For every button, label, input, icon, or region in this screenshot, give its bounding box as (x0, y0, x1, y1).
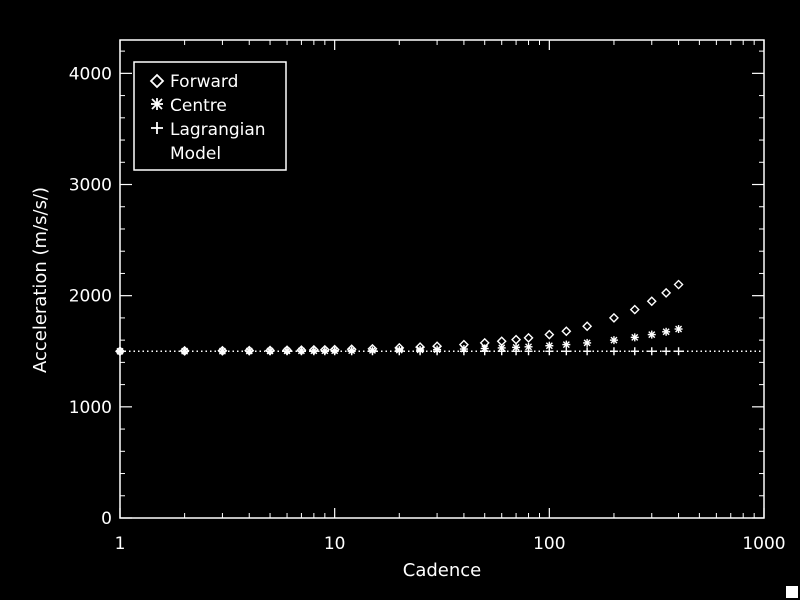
lagrangian-point (545, 347, 554, 356)
legend-item-forward: Forward (149, 72, 238, 92)
forward-point (582, 321, 593, 332)
lagrangian-point (368, 347, 377, 356)
lagrangian-point (347, 347, 356, 356)
lagrangian-point (330, 347, 339, 356)
lagrangian-point (116, 347, 124, 356)
forward-point (544, 329, 555, 340)
y-tick-label: 4000 (69, 64, 112, 84)
diamond-marker-icon (149, 73, 165, 89)
forward-point (115, 346, 125, 357)
y-tick-label: 0 (101, 509, 112, 529)
lagrangian-point (309, 347, 318, 356)
centre-point (674, 325, 683, 334)
lagrangian-point (459, 347, 468, 356)
lagrangian-point (524, 347, 533, 356)
lagrangian-point (416, 347, 425, 356)
centre-point (524, 342, 533, 351)
x-tick-label: 100 (533, 534, 565, 554)
centre-point (562, 340, 571, 349)
x-axis: 1 10 100 1000 (115, 40, 786, 554)
x-tick-label: 1000 (742, 534, 785, 554)
x-tick-label: 10 (324, 534, 346, 554)
lagrangian-point (320, 347, 329, 356)
lagrangian-point (662, 347, 671, 356)
lagrangian-point (512, 347, 521, 356)
forward-point (661, 287, 672, 298)
lagrangian-point (562, 347, 571, 356)
forward-point (673, 279, 684, 290)
lagrangian-point (583, 347, 592, 356)
centre-point (662, 327, 671, 336)
y-tick-label: 1000 (69, 398, 112, 418)
y-axis-title: Acceleration (m/s/s/) (30, 187, 51, 373)
lagrangian-point (283, 347, 292, 356)
lagrangian-point (433, 347, 442, 356)
lagrangian-point (297, 347, 306, 356)
legend-box (133, 61, 287, 171)
legend-item-model: Model (170, 144, 221, 164)
centre-point (545, 341, 554, 350)
centre-point (609, 336, 618, 345)
forward-point (629, 304, 640, 315)
x-axis-title: Cadence (403, 560, 481, 581)
lagrangian-point (674, 347, 683, 356)
x-tick-label: 1 (115, 534, 126, 554)
lagrangian-point (395, 347, 404, 356)
centre-point (583, 338, 592, 347)
legend-item-centre: Centre (151, 96, 227, 116)
legend-label-forward: Forward (170, 72, 238, 92)
forward-point (608, 312, 619, 323)
resize-grip-icon[interactable] (786, 586, 798, 598)
plot-frame (119, 39, 765, 519)
legend-item-lagrangian: Lagrangian (151, 120, 266, 140)
centre-point (630, 333, 639, 342)
y-axis: 0 1000 2000 3000 4000 (69, 50, 764, 529)
lagrangian-point (497, 347, 506, 356)
marker-series (115, 279, 684, 357)
legend-label-model: Model (170, 144, 221, 164)
lagrangian-point (647, 347, 656, 356)
lagrangian-point (245, 347, 254, 356)
y-tick-label: 2000 (69, 287, 112, 307)
centre-point (647, 330, 656, 339)
lagrangian-point (609, 347, 618, 356)
legend-label-lagrangian: Lagrangian (170, 120, 266, 140)
y-tick-label: 3000 (69, 176, 112, 196)
lagrangian-point (266, 347, 275, 356)
lagrangian-point (480, 347, 489, 356)
legend: Forward Centre Lagrangian Model (133, 61, 287, 171)
legend-label-centre: Centre (170, 96, 227, 116)
lagrangian-point (630, 347, 639, 356)
plus-marker-icon (151, 122, 163, 134)
forward-point (561, 326, 572, 337)
asterisk-marker-icon (151, 98, 163, 110)
lagrangian-point (180, 347, 189, 356)
forward-point (646, 296, 657, 307)
lagrangian-point (218, 347, 227, 356)
forward-point (523, 332, 534, 343)
